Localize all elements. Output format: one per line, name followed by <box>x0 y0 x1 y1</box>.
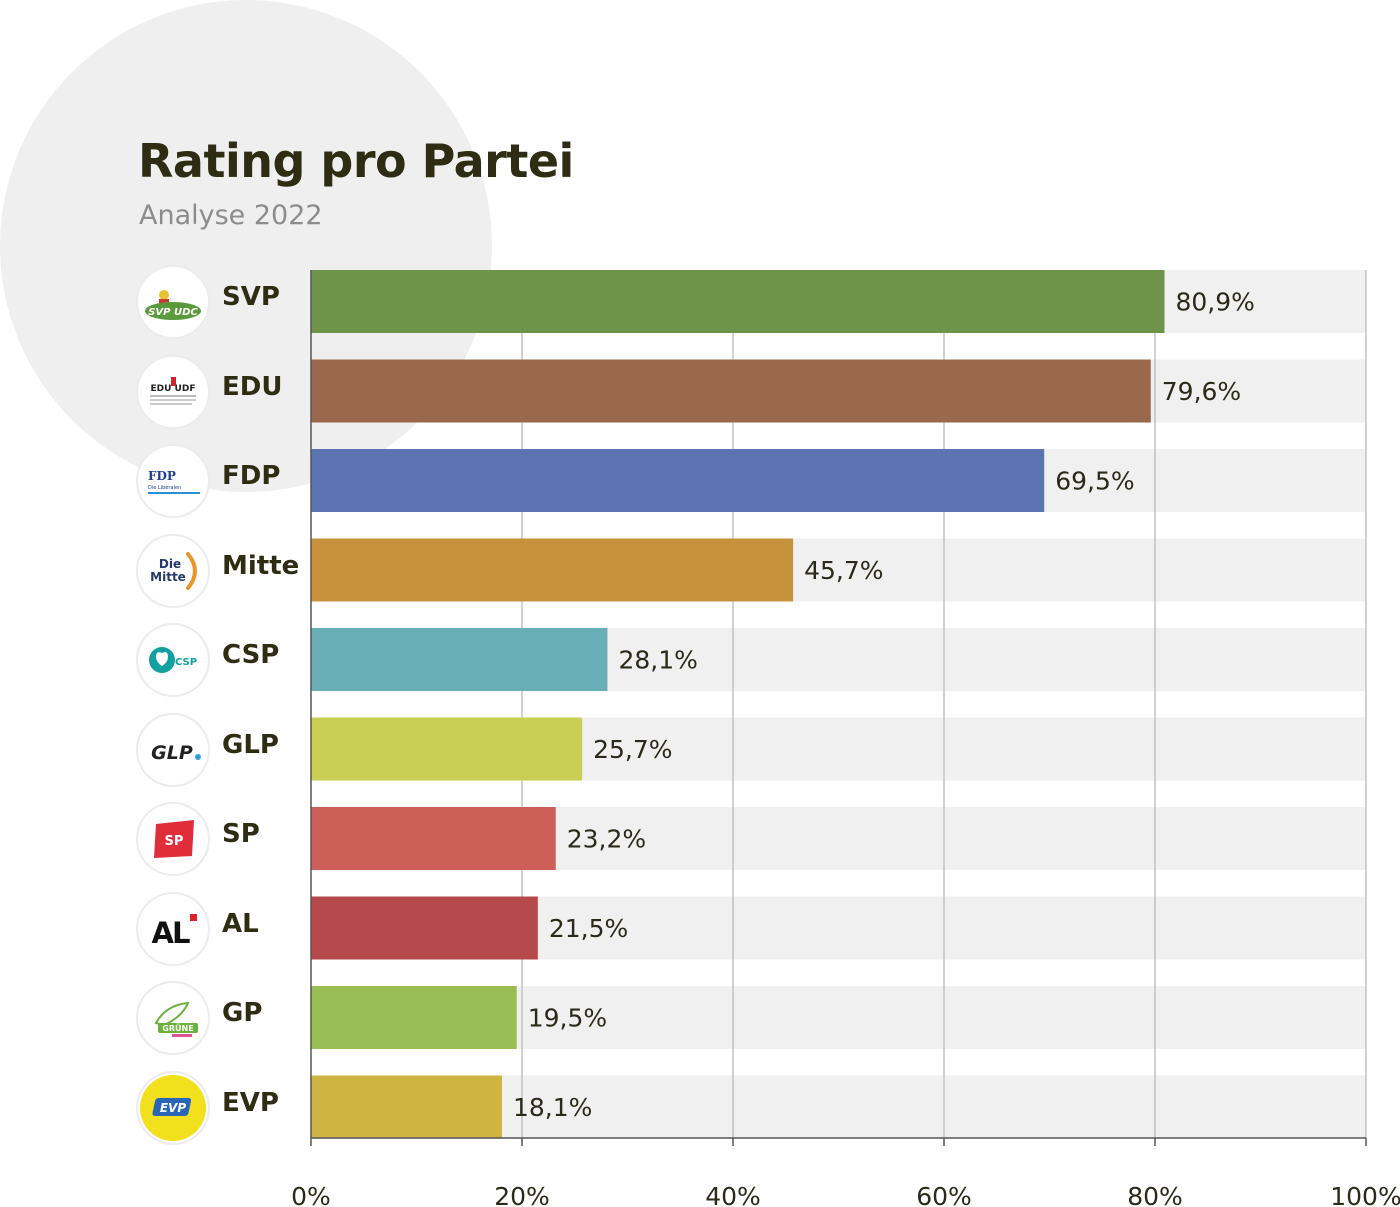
value-label: 19,5% <box>528 1004 607 1033</box>
party-label: GLP <box>222 729 279 760</box>
svg-text:Die: Die <box>159 557 181 571</box>
party-label: SVP <box>222 282 280 312</box>
svg-text:CSP: CSP <box>175 657 197 668</box>
value-label: 79,6% <box>1162 377 1241 406</box>
die-mitte-logo-icon: Die Mitte <box>136 533 210 608</box>
svg-text:SP: SP <box>165 834 184 849</box>
csp-logo-icon: CSP <box>136 623 210 697</box>
svg-text:AL: AL <box>152 916 190 950</box>
x-tick-label: 60% <box>916 1182 972 1207</box>
value-label: 21,5% <box>549 914 628 943</box>
party-label: AL <box>222 908 259 939</box>
evp-logo-icon: EVP <box>136 1070 210 1145</box>
glp-logo-icon: GLP <box>136 712 210 787</box>
value-label: 80,9% <box>1175 288 1254 317</box>
x-tick-label: 0% <box>291 1182 331 1207</box>
svg-text:SVP UDC: SVP UDC <box>148 307 198 318</box>
value-label: 18,1% <box>513 1093 592 1122</box>
bar-csp <box>311 628 608 691</box>
svg-text:EDU UDF: EDU UDF <box>151 384 196 394</box>
bar-al <box>311 896 538 960</box>
svg-text:GRÜNE: GRÜNE <box>162 1023 193 1033</box>
bar-fdp <box>311 449 1045 512</box>
bar-mitte <box>311 538 794 602</box>
bar-gp <box>311 986 517 1049</box>
party-label: SP <box>222 819 260 849</box>
svg-text:EVP: EVP <box>160 1101 186 1115</box>
value-label: 45,7% <box>804 556 883 585</box>
bar-edu <box>311 359 1151 423</box>
party-label: GP <box>222 998 263 1028</box>
party-label: EDU <box>222 371 283 402</box>
svp-udc-logo-icon: SVP UDC <box>136 265 210 339</box>
chart-subtitle: Analyse 2022 <box>139 200 323 231</box>
x-tick-label: 20% <box>494 1182 550 1207</box>
bar-evp <box>311 1075 502 1139</box>
svg-text:Mitte: Mitte <box>150 570 186 584</box>
bar-sp <box>311 807 556 870</box>
svg-text:Die Liberalen: Die Liberalen <box>148 485 181 491</box>
bar-svp <box>311 270 1165 333</box>
gruene-logo-icon: GRÜNE <box>136 981 210 1055</box>
value-label: 28,1% <box>618 646 697 675</box>
value-label: 23,2% <box>567 825 646 854</box>
party-label: Mitte <box>222 550 300 581</box>
svg-text:GLP: GLP <box>151 742 193 764</box>
chart-title: Rating pro Partei <box>138 134 574 188</box>
x-tick-label: 100% <box>1330 1182 1400 1207</box>
svg-text:FDP: FDP <box>148 469 176 483</box>
edu-udf-logo-icon: EDU UDF <box>136 354 210 429</box>
al-logo-icon: AL <box>136 891 210 966</box>
bar-glp <box>311 717 583 781</box>
x-tick-label: 80% <box>1127 1182 1183 1207</box>
party-label: FDP <box>222 461 281 491</box>
x-tick-label: 40% <box>705 1182 761 1207</box>
sp-logo-icon: SP <box>136 802 210 876</box>
value-label: 25,7% <box>593 735 672 764</box>
value-label: 69,5% <box>1055 467 1134 496</box>
party-label: EVP <box>222 1087 279 1118</box>
fdp-logo-icon: FDP Die Liberalen <box>136 444 210 518</box>
party-label: CSP <box>222 640 280 670</box>
